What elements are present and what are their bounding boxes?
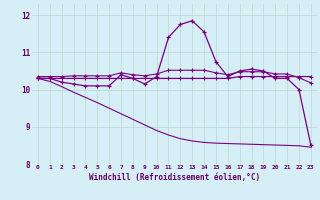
- X-axis label: Windchill (Refroidissement éolien,°C): Windchill (Refroidissement éolien,°C): [89, 173, 260, 182]
